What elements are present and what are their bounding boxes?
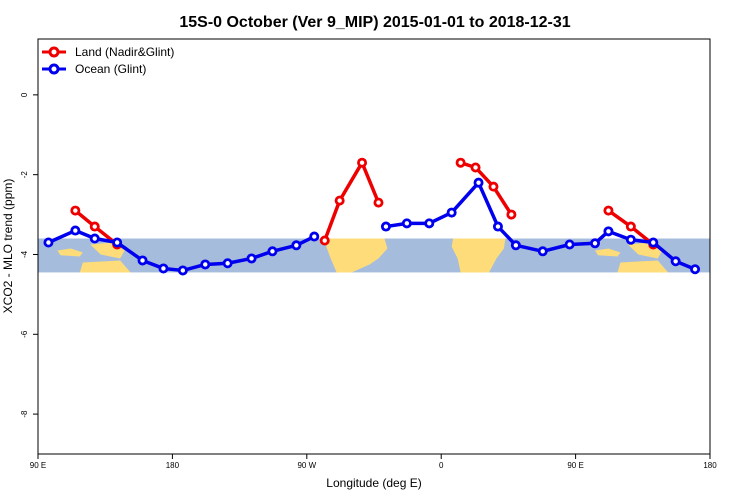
data-point-land [488,181,499,192]
data-point-ocean [137,255,148,266]
legend-swatch-marker-ocean [48,63,60,75]
data-point-ocean [267,246,278,257]
data-point-land [70,205,81,216]
y-tick-label: -2 [20,171,29,179]
y-axis: 0 -2 -4 -6 -8 [20,92,38,418]
series-line-land-2 [460,161,513,216]
data-point-land [319,235,330,246]
data-point-ocean [564,239,575,250]
data-point-ocean [380,221,391,232]
x-tick-label: 180 [166,461,180,470]
data-point-ocean [670,256,681,267]
y-tick-label: -6 [20,330,29,338]
x-tick-label: 90 E [567,461,583,470]
map-land-africa [451,238,506,273]
series-layer [43,157,701,276]
y-axis-label: XCO2 - MLO trend (ppm) [1,179,15,314]
map-land-australia-2 [617,260,669,273]
chart-title: 15S-0 October (Ver 9_MIP) 2015-01-01 to … [179,14,570,31]
data-point-ocean [89,233,100,244]
plot-frame [37,38,711,455]
x-tick-label: 0 [439,461,444,470]
data-point-land [603,205,614,216]
y-tick-label: 0 [20,92,29,97]
data-point-ocean [158,263,169,274]
data-point-ocean [510,240,521,251]
data-point-land [357,157,368,168]
data-point-ocean [200,259,211,270]
data-point-ocean [625,234,636,245]
data-point-ocean [401,218,412,229]
data-point-ocean [446,207,457,218]
data-point-land [506,209,517,220]
legend-label-ocean: Ocean (Glint) [75,62,146,76]
data-point-land [89,221,100,232]
map-land-australia-1 [79,260,131,273]
data-point-ocean [222,258,233,269]
x-tick-label: 180 [703,461,717,470]
x-tick-label: 90 W [297,461,316,470]
data-point-ocean [112,237,123,248]
data-point-land [455,157,466,168]
x-axis: 90 E 180 90 W 0 90 E 180 [30,454,717,470]
map-band [38,238,710,273]
y-tick-label: -4 [20,250,29,258]
data-point-ocean [424,218,435,229]
map-land-south-america [326,238,388,273]
data-point-ocean [246,253,257,264]
data-point-ocean [648,237,659,248]
x-tick-label: 90 E [30,461,46,470]
map-land-indonesia-1 [57,248,83,257]
data-point-land [470,162,481,173]
data-point-ocean [43,237,54,248]
legend: Land (Nadir&Glint) Ocean (Glint) [42,45,174,76]
data-point-land [625,221,636,232]
data-point-ocean [177,265,188,276]
x-axis-label: Longitude (deg E) [326,476,421,490]
y-tick-label: -8 [20,410,29,418]
data-point-ocean [309,231,320,242]
data-point-ocean [70,225,81,236]
data-point-ocean [690,264,701,275]
data-point-ocean [603,226,614,237]
data-point-ocean [291,240,302,251]
data-point-ocean [473,177,484,188]
legend-swatch-marker-land [48,46,60,58]
legend-label-land: Land (Nadir&Glint) [75,45,174,59]
data-point-land [334,195,345,206]
data-point-land [373,197,384,208]
series-line-land-1 [323,160,381,242]
map-land-indonesia-2 [595,248,621,257]
data-point-ocean [492,221,503,232]
data-point-ocean [590,238,601,249]
data-point-ocean [537,246,548,257]
